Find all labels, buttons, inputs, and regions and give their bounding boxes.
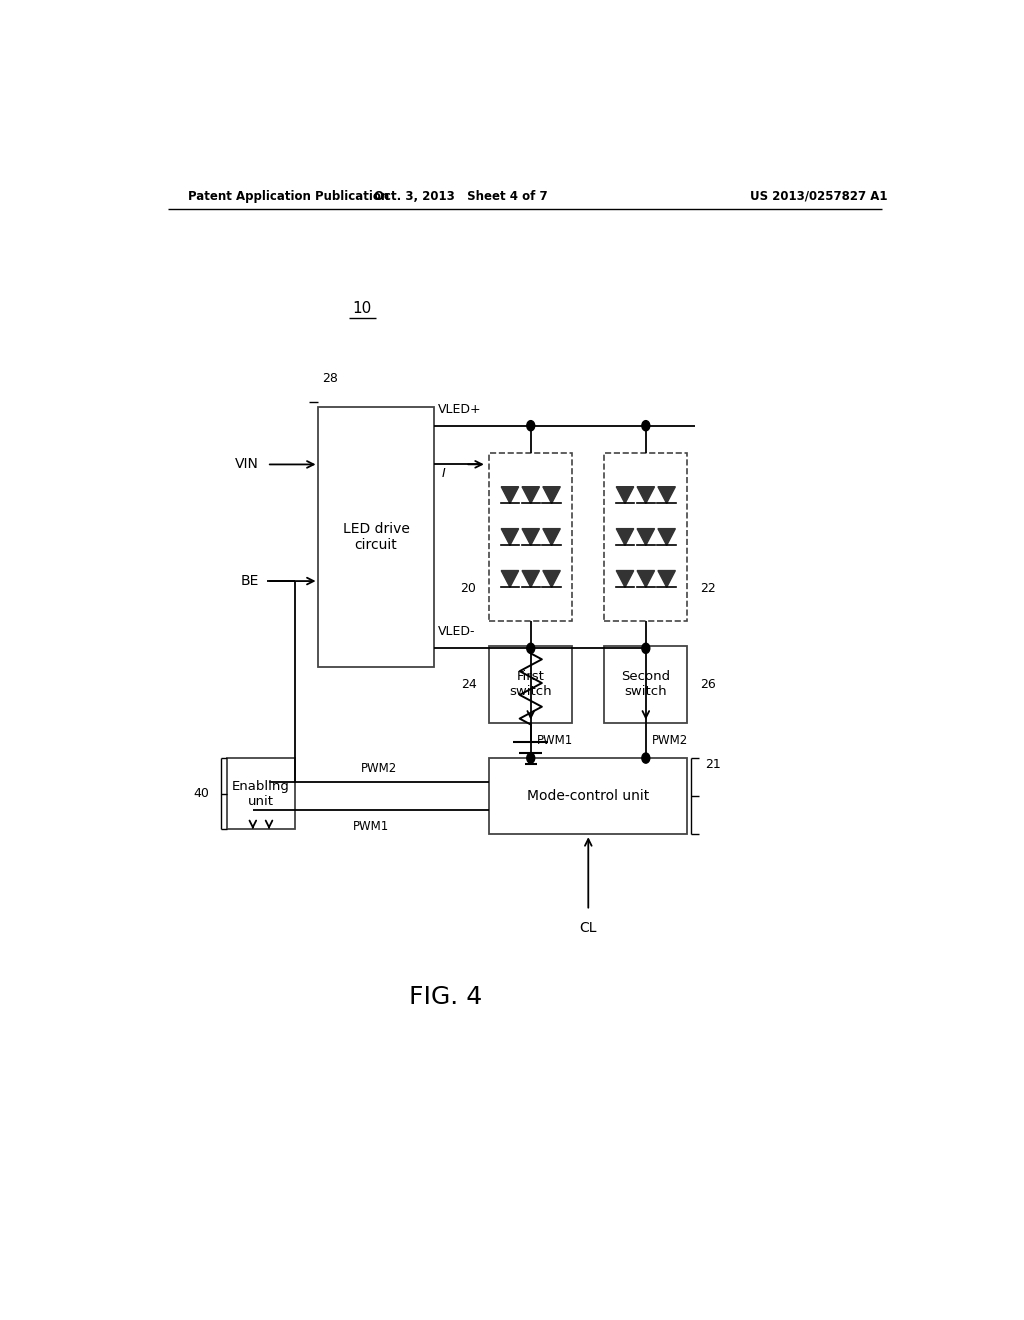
Polygon shape [501,570,518,587]
Polygon shape [658,487,676,503]
Text: 21: 21 [705,758,721,771]
Bar [604,647,687,722]
Circle shape [526,752,535,763]
Polygon shape [543,487,560,503]
Polygon shape [658,528,676,545]
Circle shape [642,643,650,653]
Circle shape [526,421,535,430]
Polygon shape [616,487,634,503]
Bar [227,758,295,829]
Text: PWM1: PWM1 [353,820,389,833]
Text: Enabling
unit: Enabling unit [232,780,290,808]
Bar [489,453,572,620]
Text: PWM2: PWM2 [652,734,688,747]
Polygon shape [522,487,540,503]
Polygon shape [658,570,676,587]
Polygon shape [501,528,518,545]
Text: 24: 24 [461,678,476,690]
Polygon shape [522,528,540,545]
Bar [489,647,572,722]
Text: FIG. 4: FIG. 4 [409,985,482,1008]
Text: Patent Application Publication: Patent Application Publication [187,190,389,202]
Text: 22: 22 [700,582,716,595]
Text: VIN: VIN [236,458,259,471]
Polygon shape [637,528,654,545]
Polygon shape [637,487,654,503]
Polygon shape [616,528,634,545]
Text: VLED-: VLED- [437,626,475,638]
Text: Second
switch: Second switch [622,671,671,698]
Text: Oct. 3, 2013   Sheet 4 of 7: Oct. 3, 2013 Sheet 4 of 7 [375,190,548,202]
Text: 20: 20 [461,582,476,595]
Bar [489,758,687,834]
Text: 10: 10 [352,301,372,315]
Polygon shape [501,487,518,503]
Polygon shape [522,570,540,587]
Circle shape [526,643,535,653]
Text: First
switch: First switch [509,671,552,698]
Polygon shape [543,528,560,545]
Polygon shape [637,570,654,587]
Text: LED drive
circuit: LED drive circuit [343,521,410,552]
Text: 26: 26 [700,678,716,690]
Text: CL: CL [580,921,597,935]
Polygon shape [616,570,634,587]
Text: US 2013/0257827 A1: US 2013/0257827 A1 [750,190,887,202]
Text: I: I [441,467,445,480]
Circle shape [642,421,650,430]
Text: 40: 40 [194,787,210,800]
Bar [604,453,687,620]
Text: VLED+: VLED+ [437,403,481,416]
Circle shape [642,752,650,763]
Text: Mode-control unit: Mode-control unit [527,789,649,803]
Polygon shape [543,570,560,587]
Bar [318,408,433,667]
Text: BE: BE [241,574,259,589]
Text: PWM2: PWM2 [360,763,397,775]
Text: PWM1: PWM1 [538,734,573,747]
Text: 28: 28 [323,372,338,385]
